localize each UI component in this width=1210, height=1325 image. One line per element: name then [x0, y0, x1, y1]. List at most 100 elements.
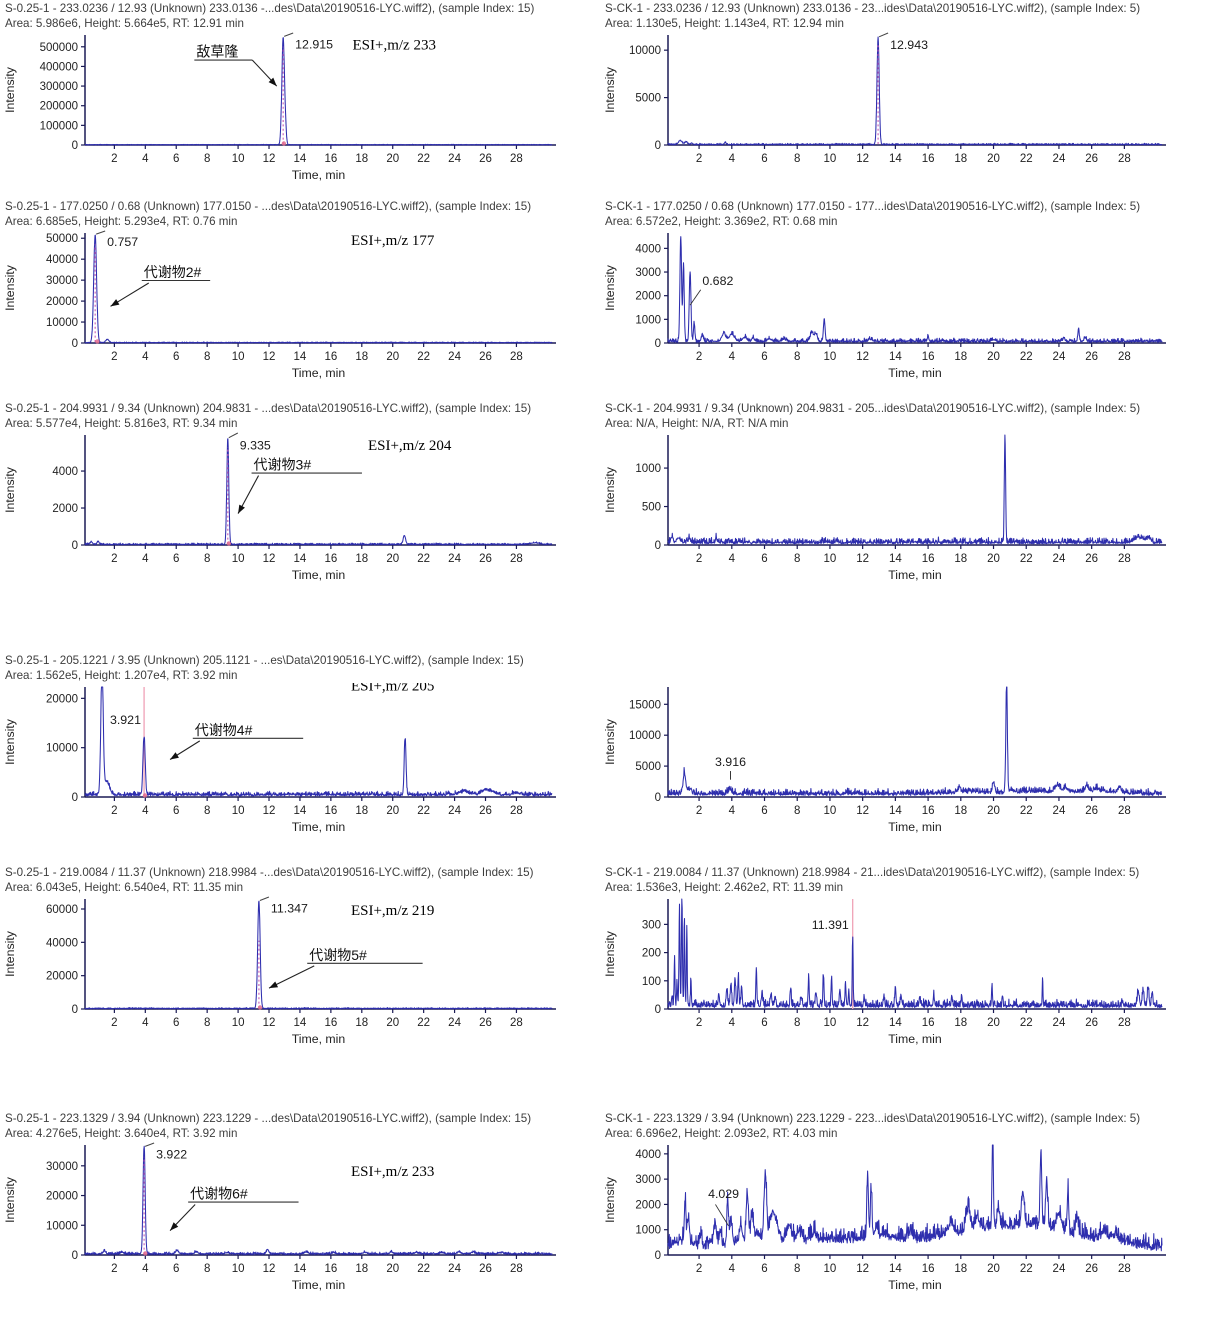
- svg-text:10: 10: [232, 1017, 245, 1029]
- svg-text:0: 0: [72, 1250, 78, 1262]
- svg-text:11.347: 11.347: [271, 902, 308, 916]
- svg-text:22: 22: [417, 805, 430, 817]
- svg-text:18: 18: [954, 153, 967, 165]
- panel-header-line2: Area: 1.130e5, Height: 1.143e4, RT: 12.9…: [605, 16, 844, 30]
- svg-text:10: 10: [824, 553, 837, 565]
- svg-text:Intensity: Intensity: [3, 718, 17, 765]
- svg-text:Intensity: Intensity: [603, 930, 617, 977]
- svg-text:8: 8: [794, 553, 800, 565]
- svg-text:4: 4: [729, 351, 736, 363]
- svg-text:22: 22: [417, 153, 430, 165]
- svg-text:0: 0: [655, 792, 661, 804]
- svg-text:28: 28: [510, 1017, 523, 1029]
- svg-text:Intensity: Intensity: [603, 718, 617, 765]
- panel-header-line1: S-CK-1 - 177.0250 / 0.68 (Unknown) 177.0…: [605, 200, 1141, 213]
- svg-text:20: 20: [386, 153, 399, 165]
- svg-text:4.029: 4.029: [708, 1187, 739, 1201]
- svg-text:6: 6: [761, 805, 767, 817]
- svg-text:40000: 40000: [46, 254, 78, 266]
- svg-text:3.916: 3.916: [715, 755, 746, 769]
- svg-text:500000: 500000: [40, 42, 78, 54]
- svg-text:8: 8: [204, 553, 210, 565]
- svg-text:0.682: 0.682: [702, 274, 733, 288]
- svg-text:4: 4: [729, 805, 736, 817]
- svg-text:22: 22: [417, 1017, 430, 1029]
- svg-text:26: 26: [1085, 1017, 1098, 1029]
- svg-text:8: 8: [204, 351, 210, 363]
- svg-text:18: 18: [355, 153, 368, 165]
- panel-sck-mz205: 0 5000 10000 15000 2 4 6 8 10 12 14 16 18 20 22 24 26 28 I…: [600, 654, 1210, 851]
- svg-text:24: 24: [1053, 153, 1066, 165]
- svg-text:14: 14: [294, 1017, 307, 1029]
- svg-text:22: 22: [1020, 553, 1033, 565]
- svg-text:12: 12: [263, 1017, 276, 1029]
- svg-text:Time, min: Time, min: [888, 366, 942, 380]
- panel-header-line1: S-CK-1 - 223.1329 / 3.94 (Unknown) 223.1…: [605, 1112, 1141, 1125]
- svg-text:20000: 20000: [46, 1191, 78, 1203]
- svg-text:12: 12: [263, 805, 276, 817]
- svg-text:20: 20: [386, 351, 399, 363]
- svg-text:Time, min: Time, min: [292, 568, 346, 582]
- svg-text:28: 28: [510, 351, 523, 363]
- panel-header-line2: Area: 6.685e5, Height: 5.293e4, RT: 0.76…: [5, 214, 238, 228]
- svg-text:4: 4: [729, 153, 736, 165]
- svg-text:12: 12: [856, 805, 869, 817]
- svg-text:16: 16: [922, 1263, 935, 1275]
- svg-text:10: 10: [232, 805, 245, 817]
- svg-text:18: 18: [954, 1263, 967, 1275]
- svg-text:20: 20: [987, 351, 1000, 363]
- svg-text:0: 0: [655, 1004, 661, 1016]
- svg-text:Time, min: Time, min: [292, 366, 346, 380]
- svg-text:16: 16: [922, 553, 935, 565]
- svg-text:18: 18: [355, 1263, 368, 1275]
- svg-text:18: 18: [954, 805, 967, 817]
- svg-text:6: 6: [173, 351, 179, 363]
- svg-text:30000: 30000: [46, 275, 78, 287]
- panel-header-line1: S-CK-1 - 233.0236 / 12.93 (Unknown) 233.…: [605, 2, 1141, 15]
- svg-text:28: 28: [510, 1263, 523, 1275]
- svg-text:4: 4: [729, 1017, 736, 1029]
- svg-text:14: 14: [294, 351, 307, 363]
- svg-text:2000: 2000: [635, 291, 661, 303]
- svg-text:2000: 2000: [52, 503, 78, 515]
- svg-text:0: 0: [655, 1250, 661, 1262]
- svg-text:200000: 200000: [40, 101, 78, 113]
- svg-text:14: 14: [294, 805, 307, 817]
- panel-header-line2: Area: 1.536e3, Height: 2.462e2, RT: 11.3…: [605, 880, 844, 894]
- svg-text:14: 14: [889, 1263, 902, 1275]
- svg-text:6: 6: [173, 553, 179, 565]
- svg-text:12: 12: [263, 351, 276, 363]
- svg-text:26: 26: [479, 1263, 492, 1275]
- svg-text:0: 0: [655, 338, 661, 350]
- svg-text:Time, min: Time, min: [292, 820, 346, 834]
- svg-text:26: 26: [1085, 1263, 1098, 1275]
- peak-annotation-label: 代谢物3#: [254, 457, 312, 473]
- svg-text:20: 20: [987, 1263, 1000, 1275]
- svg-text:28: 28: [510, 553, 523, 565]
- svg-text:0: 0: [72, 140, 78, 152]
- svg-text:24: 24: [448, 1263, 461, 1275]
- svg-text:10000: 10000: [46, 743, 78, 755]
- svg-text:22: 22: [1020, 1017, 1033, 1029]
- svg-text:Intensity: Intensity: [3, 1176, 17, 1223]
- svg-text:14: 14: [889, 351, 902, 363]
- svg-text:0: 0: [72, 540, 78, 552]
- svg-text:4: 4: [729, 553, 736, 565]
- svg-text:8: 8: [204, 805, 210, 817]
- svg-text:24: 24: [1053, 1263, 1066, 1275]
- svg-text:24: 24: [1053, 553, 1066, 565]
- svg-text:16: 16: [324, 805, 337, 817]
- svg-text:18: 18: [954, 1017, 967, 1029]
- svg-text:12: 12: [263, 553, 276, 565]
- svg-text:8: 8: [794, 805, 800, 817]
- svg-text:26: 26: [479, 805, 492, 817]
- svg-text:16: 16: [922, 351, 935, 363]
- peak-annotation-label: 代谢物4#: [195, 722, 253, 738]
- svg-text:10: 10: [824, 1263, 837, 1275]
